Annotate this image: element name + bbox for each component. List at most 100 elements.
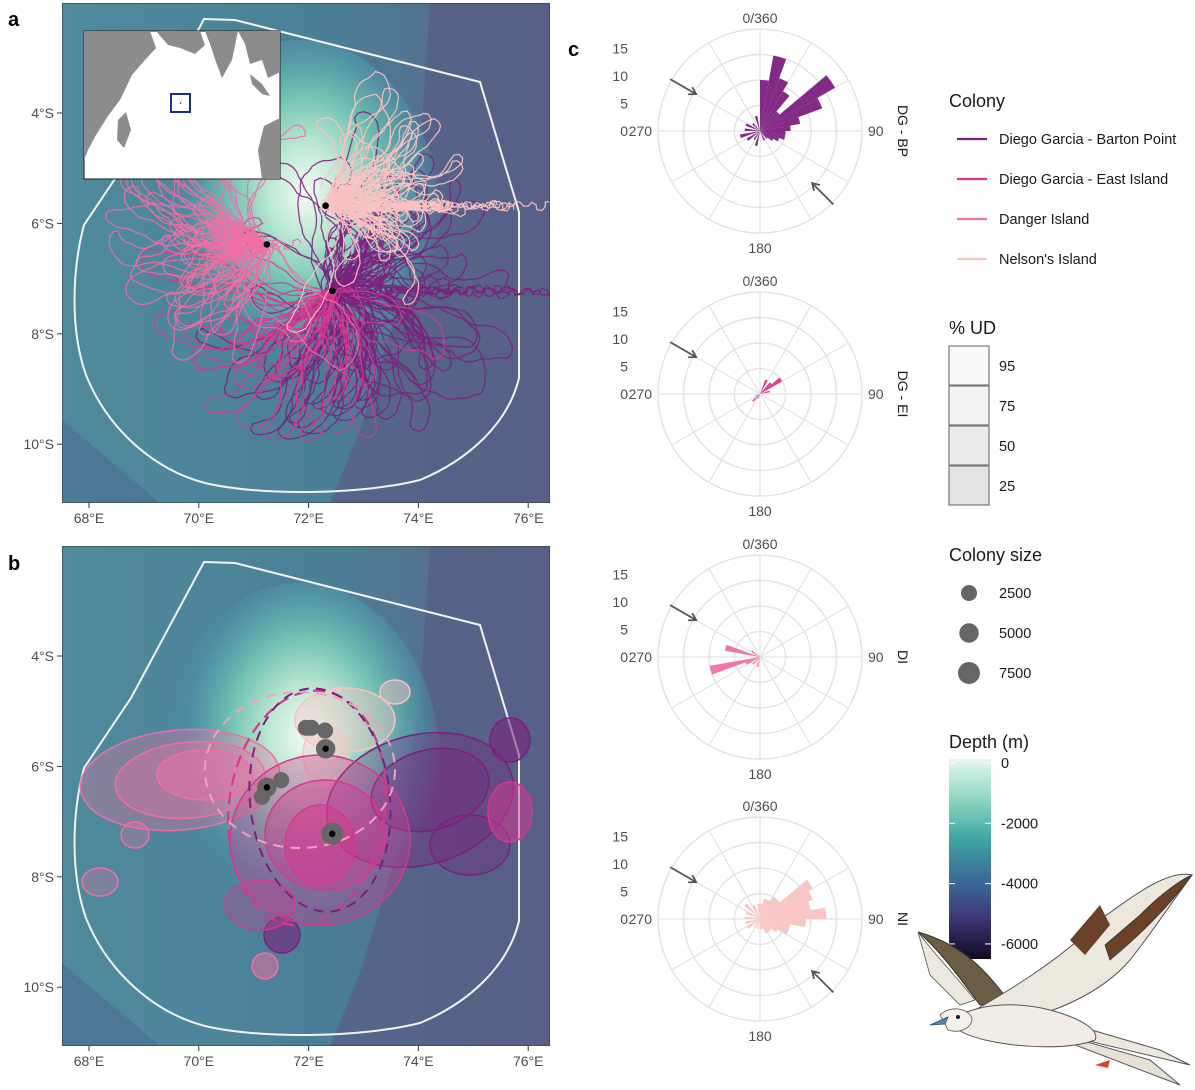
x-tick-label: 74°E <box>403 1053 434 1069</box>
wedge-bar <box>753 131 760 140</box>
wedge-bar <box>760 901 811 919</box>
radial-tick-label: 5 <box>620 96 628 112</box>
wind-arrow-head <box>688 86 698 96</box>
wedge-bar <box>756 657 760 668</box>
polar-spoke <box>708 918 761 1008</box>
ud-contour <box>79 728 281 832</box>
track-line <box>325 290 370 421</box>
depth-legend: Depth (m) 0 -2000 -4000 -6000 <box>949 732 1038 959</box>
ud-legend-key <box>948 425 990 466</box>
wedge-bar <box>760 890 813 919</box>
depth-legend-title: Depth (m) <box>949 732 1029 752</box>
wedge-bar <box>760 131 768 139</box>
x-tick-label: 68°E <box>74 1053 105 1069</box>
track-line <box>325 205 360 261</box>
radial-tick-label: 5 <box>620 622 628 638</box>
track-line <box>166 235 268 309</box>
ud-contour <box>156 749 254 801</box>
panel-label-c: c <box>568 39 579 61</box>
colony-point <box>263 241 271 248</box>
track-line <box>331 244 450 292</box>
colony-legend-title: Colony <box>949 91 1005 111</box>
track-line <box>332 212 430 292</box>
polar-spoke <box>759 656 812 746</box>
angle-label: 0/360 <box>742 798 777 814</box>
utilisation-distributions <box>79 679 533 980</box>
wedge-bar <box>746 919 760 929</box>
wedge-bar <box>756 919 760 930</box>
wedge-bar <box>754 131 760 147</box>
track-line <box>170 248 333 310</box>
wind-arrow-head <box>688 612 698 622</box>
wedge-bar <box>760 111 780 131</box>
colony-point <box>329 830 336 837</box>
ud-contour <box>224 879 296 931</box>
wedge-bar <box>744 903 760 919</box>
ud-legend-key <box>948 465 990 506</box>
track-line <box>233 290 333 389</box>
x-tick-label: 70°E <box>184 1053 215 1069</box>
foraging-range-circle-dgbp <box>248 687 392 913</box>
track-line <box>249 290 333 436</box>
wedge-bar <box>760 97 823 131</box>
wedge-bar <box>753 919 760 928</box>
x-tick-label: 76°E <box>513 1053 544 1069</box>
wedge-bar <box>760 75 836 131</box>
ud-contour <box>489 717 531 763</box>
wedge-bar <box>760 919 806 927</box>
track-line <box>325 205 411 257</box>
wind-arrow-head <box>810 969 821 980</box>
y-tick-label: 8°S <box>31 326 54 342</box>
polar-spoke <box>759 568 812 658</box>
y-tick-label: 6°S <box>31 215 54 231</box>
wind-arrow <box>669 604 697 621</box>
wedge-bar <box>760 131 786 136</box>
booby-illustration <box>917 873 1194 1086</box>
wind-arrow <box>669 78 697 95</box>
wedge-bar <box>760 919 791 930</box>
angle-label: 90 <box>868 123 884 139</box>
map-panel-a <box>62 3 550 503</box>
size-legend: Colony size 2500 5000 7500 <box>949 545 1042 684</box>
wind-arrow-head <box>688 349 698 359</box>
size-legend-label: 2500 <box>999 586 1031 602</box>
y-tick-label: 10°S <box>23 436 54 452</box>
angle-label: 90 <box>868 649 884 665</box>
wedge-bar <box>760 919 770 933</box>
sumatra-landmass <box>250 74 270 96</box>
inset-map <box>83 30 281 180</box>
wedge-bar <box>760 80 769 131</box>
wedge-bar <box>760 382 772 394</box>
polar-spoke <box>759 342 849 395</box>
foraging-range-circle-di <box>204 691 396 849</box>
wedge-bar <box>752 657 760 665</box>
track-line <box>263 290 333 441</box>
track-line <box>325 112 432 207</box>
size-legend-key <box>958 662 980 684</box>
ud-contour <box>120 821 150 849</box>
wedge-bar <box>760 117 801 131</box>
wedge-bar <box>760 377 783 394</box>
polar-spoke <box>759 42 812 132</box>
axis-ticks-b: 68°E 70°E 72°E 74°E 76°E 4°S 6°S 8°S 10°S <box>23 648 543 1069</box>
madagascar-landmass <box>117 112 131 148</box>
wedge-bar <box>760 903 763 919</box>
facet-strip-label: DI <box>895 650 911 664</box>
track-line <box>325 145 375 207</box>
track-line <box>329 290 362 371</box>
foraging-range-circle-dgei <box>226 689 388 927</box>
track-line <box>236 290 333 429</box>
track-line <box>325 132 418 208</box>
bird-eye <box>956 1015 960 1019</box>
polar-spoke <box>708 656 761 746</box>
y-tick-label: 4°S <box>31 105 54 121</box>
track-line <box>331 290 423 341</box>
wedge-bar <box>760 919 768 934</box>
colony-size-point <box>317 722 334 739</box>
track-line <box>167 232 271 331</box>
track-line <box>331 290 377 410</box>
deep-basin <box>62 420 160 503</box>
wedge-bar <box>752 394 760 402</box>
track-line <box>186 214 274 261</box>
